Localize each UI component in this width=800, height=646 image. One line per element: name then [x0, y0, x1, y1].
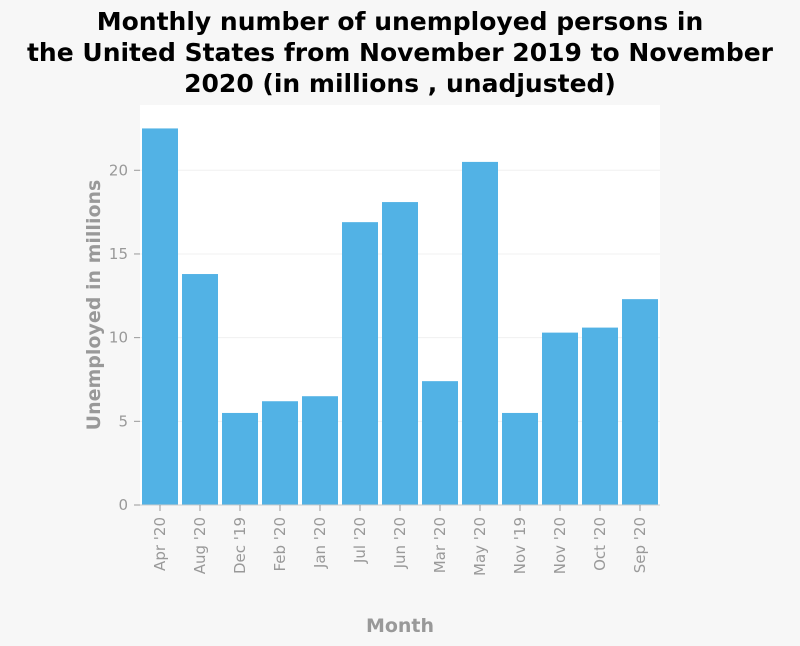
- x-tick-label: Nov '20: [551, 517, 569, 574]
- bar: [582, 327, 618, 505]
- bars: [142, 128, 658, 506]
- bar: [342, 222, 378, 505]
- bar: [622, 299, 658, 505]
- bar: [262, 401, 298, 505]
- chart-title-line-3: 2020 (in millions , unadjusted): [184, 69, 616, 98]
- bar: [382, 202, 418, 505]
- chart-title-line-2: the United States from November 2019 to …: [27, 38, 774, 67]
- x-tick-label: Feb '20: [271, 517, 289, 572]
- x-tick-label: Aug '20: [191, 517, 209, 574]
- y-tick-label: 0: [118, 496, 128, 514]
- y-tick-label: 5: [118, 412, 128, 430]
- bar: [502, 412, 538, 505]
- x-tick-label: Sep '20: [631, 517, 649, 573]
- bar: [182, 274, 218, 505]
- bar: [142, 128, 178, 505]
- y-tick-label: 10: [109, 329, 128, 347]
- x-tick-label: Jun '20: [391, 517, 409, 569]
- x-tick-label: Apr '20: [151, 517, 169, 571]
- x-tick-label: Jul '20: [351, 517, 369, 564]
- y-tick-label: 15: [109, 245, 128, 263]
- x-tick-label: May '20: [471, 517, 489, 576]
- x-tick-label: Nov '19: [511, 517, 529, 574]
- x-tick-label: Jan '20: [311, 517, 329, 569]
- x-tick-label: Mar '20: [431, 517, 449, 573]
- y-axis: 0 5 10 15 20: [109, 161, 140, 514]
- bar: [302, 396, 338, 505]
- bar: [462, 161, 498, 506]
- bar: [222, 412, 258, 505]
- chart-title-line-1: Monthly number of unemployed persons in: [97, 7, 704, 36]
- y-tick-label: 20: [109, 161, 128, 179]
- x-axis-title: Month: [366, 615, 434, 637]
- bar: [542, 332, 578, 505]
- x-tick-label: Oct '20: [591, 517, 609, 571]
- x-axis: Apr '20 Aug '20 Dec '19 Feb '20 Jan '20 Jul '…: [151, 505, 649, 576]
- bar: [422, 381, 458, 505]
- y-axis-title: Unemployed in millions: [83, 180, 105, 431]
- x-tick-label: Dec '19: [231, 517, 249, 574]
